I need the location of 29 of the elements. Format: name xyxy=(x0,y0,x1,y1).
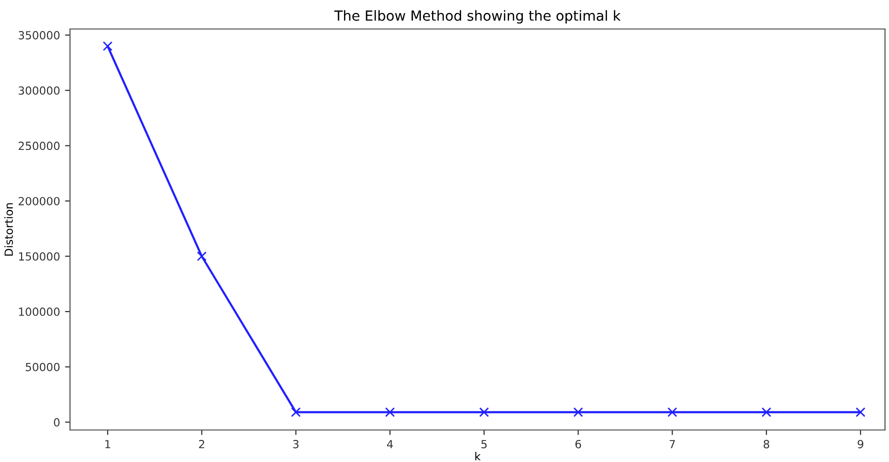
y-axis-title: Distortion xyxy=(4,203,13,256)
y-tick-label: 250000 xyxy=(18,142,60,150)
point xyxy=(856,407,866,418)
y-tick-label: 200000 xyxy=(18,196,60,206)
point xyxy=(196,251,207,262)
point xyxy=(291,407,301,418)
point xyxy=(385,407,395,418)
x-tick-label: 4 xyxy=(386,440,393,448)
x-tick-label: 5 xyxy=(481,440,487,448)
x-tick-label: 3 xyxy=(293,440,299,448)
point xyxy=(479,407,489,418)
x-tick-label: 1 xyxy=(105,440,110,448)
x-tick-label: 6 xyxy=(575,440,582,448)
x-tick-label: 7 xyxy=(670,440,675,448)
x-axis-title: k xyxy=(475,452,481,460)
point xyxy=(573,407,584,418)
x-tick-label: 2 xyxy=(199,440,204,448)
y-tick-label: 350000 xyxy=(18,31,60,40)
y-tick-label: 50000 xyxy=(26,362,60,372)
point xyxy=(762,407,772,418)
y-tick-label: 100000 xyxy=(19,308,60,316)
chart-title: The Elbow Method showing the optimal k xyxy=(334,10,621,24)
point xyxy=(102,41,113,52)
point xyxy=(667,407,678,418)
y-tick-label: 0 xyxy=(54,418,60,427)
y-tick-label: 150000 xyxy=(19,252,60,261)
y-tick-label: 300000 xyxy=(18,86,60,95)
x-tick-label: 9 xyxy=(858,440,864,448)
x-tick-label: 8 xyxy=(764,440,770,448)
